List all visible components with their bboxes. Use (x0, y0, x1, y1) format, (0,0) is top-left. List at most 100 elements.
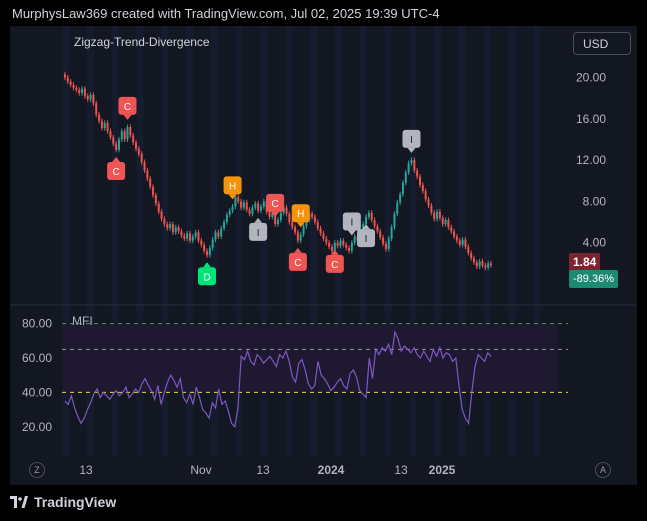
price-candle (72, 82, 75, 91)
chart-panel[interactable]: C C D H I C H C C I I I 20.00 16.00 12.00 8.00 4.00 80.0… (10, 26, 637, 485)
price-candle (427, 196, 430, 209)
grid (10, 304, 637, 393)
candle-body (421, 184, 424, 192)
candle-body (81, 88, 84, 93)
candle-body (475, 262, 478, 267)
axes: 20.00 16.00 12.00 8.00 4.00 80.00 60.00 40.00 20… (22, 70, 606, 477)
candle-body (342, 240, 345, 245)
price-candle (353, 233, 356, 246)
candle-body (458, 240, 461, 245)
candle-body (257, 203, 260, 211)
price-candle (387, 235, 390, 252)
candle-body (294, 227, 297, 233)
candle-body (404, 172, 407, 183)
zigzag-label-box (325, 254, 344, 273)
time-axis-tick: 13 (256, 463, 270, 477)
candle-body (157, 203, 160, 212)
price-candle (157, 200, 160, 215)
zigzag-label-text: I (257, 228, 260, 239)
price-candle (171, 221, 174, 235)
price-candle (223, 219, 226, 231)
candle-body (373, 219, 376, 227)
price-candle (339, 238, 342, 249)
candle-body (370, 212, 373, 220)
auto-scale-z-button[interactable]: Z (29, 462, 45, 478)
price-candle (313, 214, 316, 225)
footer-brand: TradingView (34, 494, 117, 510)
mfi-band (62, 323, 558, 393)
candle-body (285, 207, 288, 214)
candle-body (206, 250, 208, 256)
price-candle (81, 86, 84, 96)
zigzag-label: H (223, 176, 242, 200)
mfi-axis-tick: 60.00 (22, 351, 52, 365)
candle-body (72, 84, 75, 88)
candle-body (413, 160, 416, 171)
price-candle (163, 216, 166, 227)
time-axis-tick: 2025 (429, 463, 456, 477)
price-candle (302, 223, 305, 238)
session-band (235, 26, 243, 456)
session-band (161, 26, 169, 456)
candle-body (109, 131, 112, 138)
candle-body (123, 131, 126, 140)
zigzag-label-pointer (203, 262, 211, 268)
chart-attribution-header: MurphysLaw369 created with TradingView.c… (12, 6, 440, 21)
price-candle (225, 212, 228, 225)
candle-body (194, 232, 197, 237)
candle-body (390, 227, 393, 239)
zigzag-label-box (198, 267, 216, 286)
price-candle (140, 151, 143, 165)
candle-body (328, 242, 331, 247)
candle-body (163, 218, 166, 225)
currency-selector-button[interactable]: USD (573, 32, 631, 55)
price-candle (152, 184, 155, 198)
session-band (483, 26, 491, 456)
price-candle (285, 205, 288, 217)
zigzag-label-pointer (330, 249, 339, 255)
mfi-axis-tick: 20.00 (22, 420, 52, 434)
price-candle (254, 200, 257, 211)
price-candle (129, 124, 132, 138)
price-candle (154, 192, 157, 207)
price-candle (470, 250, 473, 261)
price-candle (421, 182, 424, 194)
price-candle (86, 93, 89, 102)
price-candle (188, 230, 191, 244)
mfi-series (64, 330, 492, 429)
chart-canvas[interactable]: C C D H I C H C C I I I 20.00 16.00 12.00 8.00 4.00 80.0… (10, 26, 637, 485)
auto-scale-a-button[interactable]: A (595, 462, 611, 478)
candle-body (487, 263, 490, 268)
candle-body (305, 219, 308, 227)
zigzag-label-pointer (123, 114, 132, 120)
candle-body (231, 206, 234, 211)
zigzag-label-pointer (347, 230, 356, 236)
price-candle (447, 217, 450, 230)
price-candle (194, 229, 197, 240)
tradingview-logo-icon (10, 496, 28, 508)
zigzag-label-pointer (407, 147, 416, 153)
price-candle (367, 210, 370, 220)
candle-body (95, 103, 98, 115)
price-candle (100, 118, 103, 131)
zigzag-label: C (288, 247, 307, 271)
candle-body (333, 242, 336, 251)
indicator-title: Zigzag-Trend-Divergence (74, 35, 210, 49)
candle-body (112, 137, 115, 144)
price-candle (433, 210, 436, 222)
price-candle (444, 217, 447, 227)
price-candle (186, 230, 189, 242)
price-candle (336, 240, 339, 249)
price-candle (404, 169, 407, 186)
candle-body (92, 95, 95, 104)
candle-body (384, 243, 387, 249)
price-candle (234, 194, 237, 210)
candle-body (313, 216, 316, 223)
price-candle (461, 237, 464, 248)
price-candle (126, 124, 129, 143)
price-candle (166, 221, 169, 231)
candle-body (140, 153, 143, 163)
candle-body (348, 247, 350, 251)
price-candle (325, 235, 328, 246)
candle-body (353, 236, 356, 243)
